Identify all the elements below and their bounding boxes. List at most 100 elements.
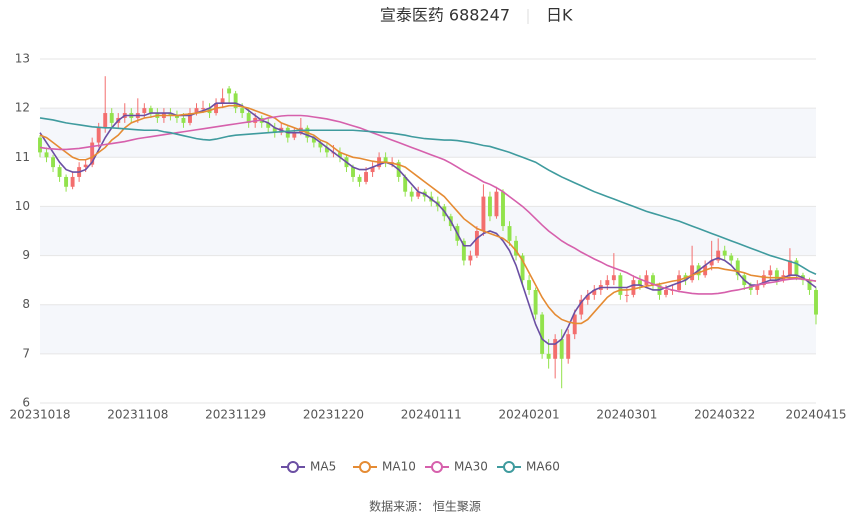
candle-body — [794, 260, 799, 276]
legend-marker — [431, 461, 443, 473]
candle-body — [540, 314, 545, 354]
plot-background — [40, 108, 816, 354]
candle-body — [220, 98, 225, 104]
y-tick-label: 11 — [15, 150, 30, 164]
candle-body — [148, 108, 153, 114]
candle-body — [787, 260, 792, 276]
candle-body — [351, 167, 355, 177]
candle-body — [690, 265, 695, 281]
candle-body — [709, 260, 714, 266]
candle-body — [624, 294, 629, 296]
y-tick-label: 10 — [15, 199, 30, 213]
candle-body — [579, 299, 584, 315]
y-tick-label: 7 — [22, 346, 30, 360]
x-tick-label: 20240111 — [401, 408, 462, 422]
chart-title: 宣泰医药 688247 — [380, 6, 510, 25]
legend-label: MA5 — [310, 460, 336, 474]
candle-body — [768, 270, 773, 276]
candle-body — [474, 231, 479, 256]
candle-body — [370, 167, 375, 173]
candle-body — [272, 127, 277, 133]
ma-line — [39, 114, 817, 295]
legend-marker — [287, 461, 299, 473]
candle-body — [533, 289, 538, 315]
candle-body — [109, 113, 114, 123]
candle-body — [64, 176, 69, 187]
candle-body — [233, 93, 238, 109]
candle-body — [637, 280, 642, 286]
candle-body — [520, 255, 525, 281]
candle-body — [494, 191, 499, 217]
candle-body — [103, 113, 108, 128]
candle-body — [461, 240, 466, 261]
candle-body — [527, 280, 532, 290]
candle-body — [735, 260, 740, 276]
grid-band — [40, 304, 816, 354]
candle-body — [416, 191, 421, 197]
ma-line — [39, 102, 817, 345]
candle-body — [546, 353, 551, 359]
candle-body — [240, 108, 245, 114]
candle-body — [383, 157, 388, 163]
candle-body — [774, 270, 779, 281]
candle-body — [318, 142, 323, 148]
candle-body — [311, 137, 316, 143]
candle-body — [566, 334, 571, 359]
candle-body — [644, 275, 649, 286]
candle-body — [755, 285, 760, 290]
candle-body — [585, 294, 590, 300]
candle-body — [487, 196, 492, 217]
candle-body — [403, 176, 408, 192]
legend-marker — [503, 461, 515, 473]
candle-body — [142, 108, 147, 114]
candle-body — [572, 314, 577, 335]
candle-body — [246, 113, 251, 123]
candle-body — [57, 167, 62, 177]
candle-body — [651, 275, 655, 286]
candle-body — [507, 226, 512, 241]
candle-body — [722, 250, 727, 256]
candle-body — [605, 280, 610, 286]
candle-body — [364, 172, 369, 182]
candle-body — [814, 289, 818, 315]
x-tick-label: 20240201 — [499, 408, 560, 422]
candle-body — [188, 113, 192, 123]
candle-body — [38, 137, 42, 153]
candle-body — [761, 275, 766, 286]
candle-body — [324, 147, 329, 153]
candle-body — [807, 280, 812, 290]
candle-body — [292, 132, 297, 138]
x-tick-label: 20231108 — [107, 408, 168, 422]
candle-body — [174, 115, 179, 118]
x-tick-label: 20240301 — [596, 408, 657, 422]
candle-body — [51, 157, 55, 168]
candle-body — [559, 339, 564, 359]
y-tick-label: 8 — [22, 297, 30, 311]
ma-line — [39, 104, 817, 325]
candle-body — [611, 275, 616, 281]
legend-item: MA60 — [497, 460, 560, 474]
candle-body — [716, 250, 721, 261]
candle-body — [501, 191, 505, 227]
candle-body — [96, 127, 101, 143]
candle-body — [338, 152, 342, 158]
y-tick-label: 13 — [15, 52, 30, 66]
legend-item: MA30 — [425, 460, 488, 474]
source-note: 数据来源： 恒生聚源 — [369, 499, 481, 514]
candle-body — [194, 108, 199, 114]
candle-body — [357, 176, 362, 182]
candle-body — [44, 152, 49, 158]
ma-line — [39, 117, 817, 275]
candle-body — [729, 255, 734, 261]
y-tick-label: 6 — [22, 396, 30, 410]
candle-body — [631, 280, 636, 295]
x-tick-label: 20240415 — [785, 408, 846, 422]
x-tick-label: 20231220 — [303, 408, 364, 422]
y-tick-label: 9 — [22, 248, 30, 262]
candle-body — [266, 122, 271, 128]
candle-body — [409, 191, 414, 197]
chart-period: 日K — [546, 6, 573, 25]
legend-label: MA60 — [526, 460, 560, 474]
candle-body — [592, 289, 597, 295]
